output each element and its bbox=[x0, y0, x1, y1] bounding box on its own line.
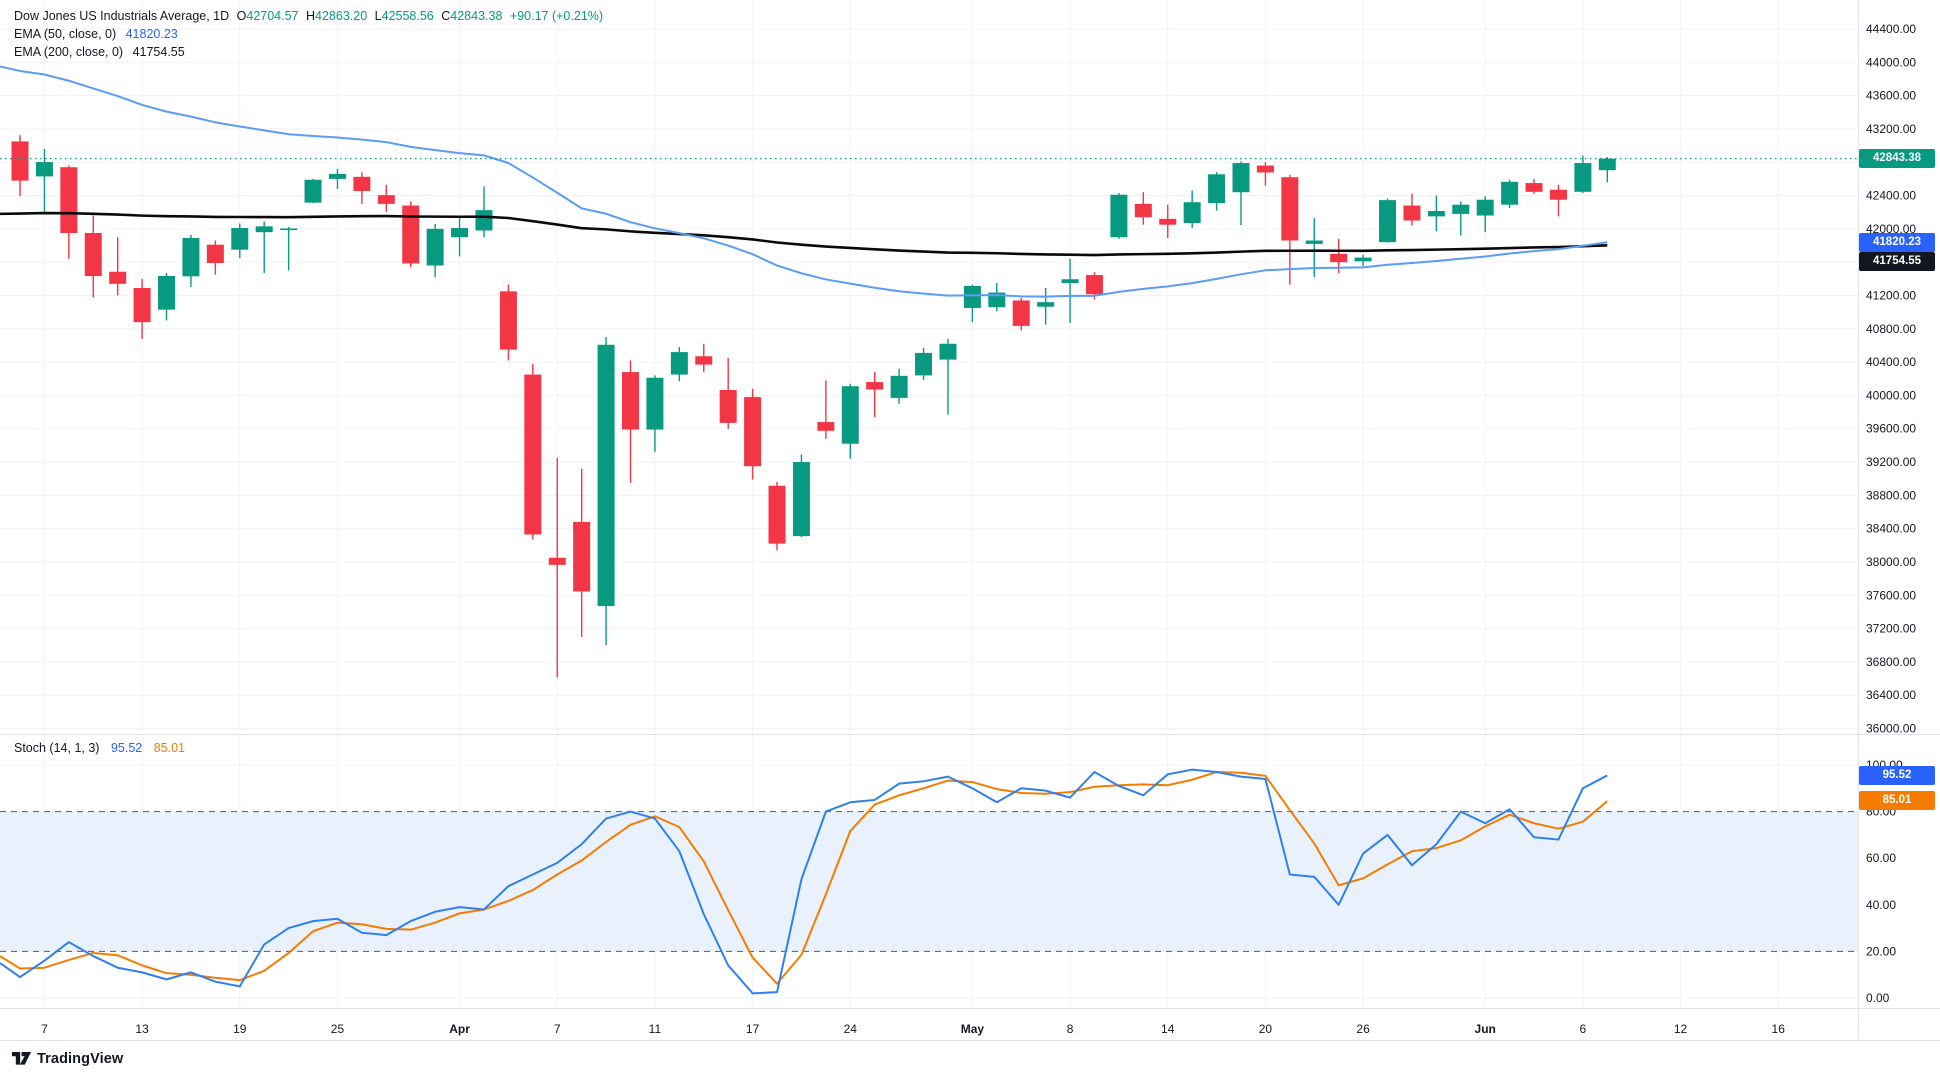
svg-text:Apr: Apr bbox=[449, 1022, 470, 1036]
svg-text:24: 24 bbox=[844, 1022, 858, 1036]
svg-text:36000.00: 36000.00 bbox=[1866, 721, 1916, 735]
svg-text:12: 12 bbox=[1674, 1022, 1688, 1036]
svg-text:38400.00: 38400.00 bbox=[1866, 522, 1916, 536]
svg-text:26: 26 bbox=[1356, 1022, 1370, 1036]
svg-text:44000.00: 44000.00 bbox=[1866, 55, 1916, 69]
ema200-value: 41754.55 bbox=[132, 45, 185, 59]
svg-text:40.00: 40.00 bbox=[1866, 898, 1896, 912]
ema50-label[interactable]: EMA (50, close, 0) bbox=[14, 27, 117, 41]
symbol-row: Dow Jones US Industrials Average, 1D O42… bbox=[14, 8, 603, 25]
close-value: 42843.38 bbox=[450, 9, 503, 23]
svg-text:May: May bbox=[961, 1022, 985, 1036]
ema200-row: EMA (200, close, 0) 41754.55 bbox=[14, 44, 603, 61]
svg-text:7: 7 bbox=[554, 1022, 561, 1036]
change-value: +90.17 (+0.21%) bbox=[509, 9, 604, 23]
svg-text:43200.00: 43200.00 bbox=[1866, 122, 1916, 136]
svg-text:13: 13 bbox=[135, 1022, 149, 1036]
ema50-value: 41820.23 bbox=[125, 27, 178, 41]
low-value: 42558.56 bbox=[381, 9, 434, 23]
open-value: 42704.57 bbox=[246, 9, 299, 23]
svg-text:38000.00: 38000.00 bbox=[1866, 555, 1916, 569]
svg-text:16: 16 bbox=[1772, 1022, 1786, 1036]
svg-text:37600.00: 37600.00 bbox=[1866, 588, 1916, 602]
svg-text:6: 6 bbox=[1580, 1022, 1587, 1036]
symbol-title[interactable]: Dow Jones US Industrials Average, 1D bbox=[14, 9, 230, 23]
svg-text:40400.00: 40400.00 bbox=[1866, 355, 1916, 369]
tradingview-wordmark[interactable]: TradingView bbox=[37, 1050, 124, 1067]
legend: Dow Jones US Industrials Average, 1D O42… bbox=[14, 8, 603, 62]
tradingview-logo-icon[interactable] bbox=[12, 1050, 31, 1067]
axis-badge-stoch-1: 85.01 bbox=[1859, 790, 1935, 810]
svg-text:40800.00: 40800.00 bbox=[1866, 322, 1916, 336]
low-label: L bbox=[374, 9, 382, 23]
svg-text:42400.00: 42400.00 bbox=[1866, 189, 1916, 203]
svg-text:41200.00: 41200.00 bbox=[1866, 288, 1916, 302]
svg-text:17: 17 bbox=[746, 1022, 760, 1036]
open-label: O bbox=[236, 9, 247, 23]
ema50-row: EMA (50, close, 0) 41820.23 bbox=[14, 26, 603, 43]
svg-text:36800.00: 36800.00 bbox=[1866, 655, 1916, 669]
stoch-label[interactable]: Stoch (14, 1, 3) bbox=[14, 741, 100, 755]
svg-text:8: 8 bbox=[1067, 1022, 1074, 1036]
high-label: H bbox=[306, 9, 316, 23]
axis-badge-price-2: 41754.55 bbox=[1859, 252, 1935, 271]
axis-badge-price-1: 41820.23 bbox=[1859, 233, 1935, 252]
svg-text:37200.00: 37200.00 bbox=[1866, 622, 1916, 636]
svg-text:11: 11 bbox=[649, 1022, 662, 1036]
ema200-label[interactable]: EMA (200, close, 0) bbox=[14, 45, 124, 59]
svg-text:40000.00: 40000.00 bbox=[1866, 388, 1916, 402]
svg-text:44400.00: 44400.00 bbox=[1866, 22, 1916, 36]
stoch-legend: Stoch (14, 1, 3) 95.52 85.01 bbox=[14, 741, 185, 755]
svg-text:7: 7 bbox=[41, 1022, 48, 1036]
footer: TradingView bbox=[12, 1050, 123, 1067]
svg-text:Jun: Jun bbox=[1475, 1022, 1496, 1036]
axis-badge-price-0: 42843.38 bbox=[1859, 149, 1935, 169]
time-scale[interactable] bbox=[0, 1008, 1858, 1040]
svg-text:39200.00: 39200.00 bbox=[1866, 455, 1916, 469]
svg-text:20.00: 20.00 bbox=[1866, 944, 1896, 958]
svg-text:20: 20 bbox=[1259, 1022, 1273, 1036]
svg-text:39600.00: 39600.00 bbox=[1866, 422, 1916, 436]
svg-text:38800.00: 38800.00 bbox=[1866, 488, 1916, 502]
high-value: 42863.20 bbox=[315, 9, 368, 23]
svg-text:25: 25 bbox=[331, 1022, 345, 1036]
close-label: C bbox=[441, 9, 451, 23]
stoch-d-value: 85.01 bbox=[153, 741, 185, 755]
svg-text:42000.00: 42000.00 bbox=[1866, 222, 1916, 236]
svg-text:0.00: 0.00 bbox=[1866, 991, 1890, 1005]
svg-text:60.00: 60.00 bbox=[1866, 851, 1896, 865]
axis-badge-stoch-0: 95.52 bbox=[1859, 765, 1935, 785]
svg-text:19: 19 bbox=[233, 1022, 247, 1036]
svg-text:36400.00: 36400.00 bbox=[1866, 688, 1916, 702]
svg-text:43600.00: 43600.00 bbox=[1866, 89, 1916, 103]
svg-text:14: 14 bbox=[1161, 1022, 1175, 1036]
stoch-k-value: 95.52 bbox=[110, 741, 143, 755]
